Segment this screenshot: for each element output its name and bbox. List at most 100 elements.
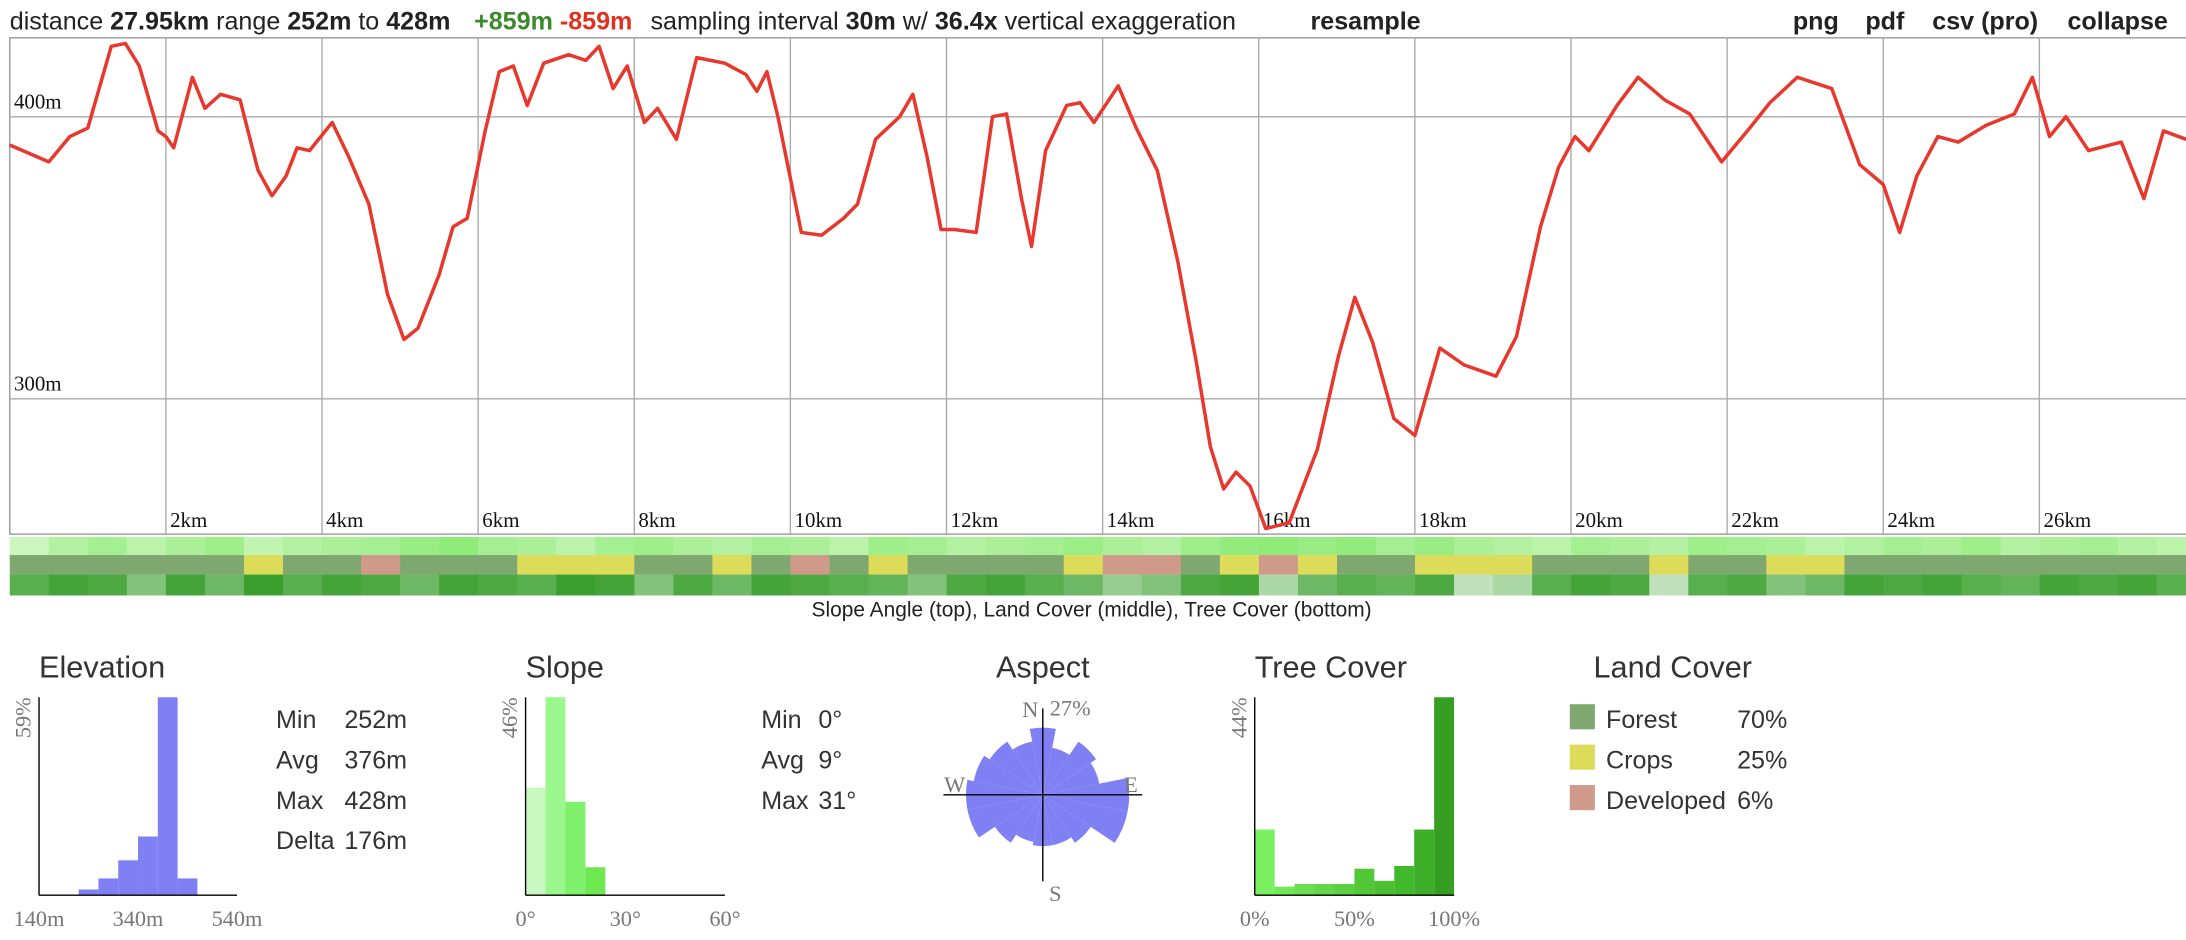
- slope-cell: [322, 536, 362, 556]
- land-cover-cell: [204, 555, 245, 575]
- direction-label: S: [1049, 881, 1061, 906]
- slope-cell: [283, 536, 323, 556]
- land-cover-cell: [9, 555, 50, 575]
- bar: [1254, 829, 1275, 896]
- slope-cell: [1961, 536, 2002, 556]
- slope-cell: [1180, 536, 1221, 556]
- y-tick-label: 46%: [497, 697, 522, 738]
- land-cover-cell: [2156, 555, 2186, 575]
- tree-cover-cell: [1688, 574, 1729, 596]
- tree-cover-cell: [2078, 574, 2119, 596]
- land-cover-cell: [1336, 555, 1377, 575]
- legend-name: Developed: [1606, 787, 1726, 815]
- csv-link[interactable]: csv: [1932, 7, 1974, 35]
- legend-swatch: [1569, 744, 1595, 770]
- label: distance: [10, 7, 103, 35]
- slope-cell: [1805, 536, 1846, 556]
- direction-label: N: [1022, 697, 1038, 722]
- stat-value: 252m: [344, 706, 407, 734]
- slope-cell: [1024, 536, 1065, 556]
- stat-label: Max: [276, 787, 324, 815]
- bar: [1374, 880, 1395, 896]
- land-cover-cell: [946, 555, 987, 575]
- stat-label: Min: [761, 706, 801, 734]
- slope-cell: [1649, 536, 1689, 556]
- slope-cell: [712, 536, 753, 556]
- land-cover-cell: [1415, 555, 1455, 575]
- slope-cell: [1571, 536, 1611, 556]
- x-tick-label: 8km: [638, 508, 675, 532]
- land-cover-cell: [517, 555, 557, 575]
- tree-cover-cell: [1727, 574, 1768, 596]
- land-cover-cell: [556, 555, 596, 575]
- x-tick-label: 100%: [1428, 906, 1480, 931]
- stat-value: 428m: [344, 787, 407, 815]
- land-cover-cell: [673, 555, 714, 575]
- slope-cell: [87, 536, 128, 556]
- slope-cell: [556, 536, 596, 556]
- tree-cover-cell: [204, 574, 245, 596]
- collapse-link[interactable]: collapse: [2067, 7, 2167, 35]
- slope-cell: [204, 536, 245, 556]
- land-cover-cell: [751, 555, 792, 575]
- chart-title: Slope: [526, 651, 604, 685]
- land-cover-cell: [1102, 555, 1143, 575]
- slope-cell: [1102, 536, 1143, 556]
- direction-label: E: [1124, 772, 1138, 797]
- tree-cover-cell: [1805, 574, 1846, 596]
- sector: [973, 755, 1043, 795]
- sector: [967, 794, 1043, 838]
- land-cover-cell: [283, 555, 323, 575]
- land-cover-cell: [2117, 555, 2158, 575]
- tree-cover-cell: [243, 574, 284, 596]
- value: 428m: [386, 7, 450, 35]
- tree-cover-cell: [2156, 574, 2186, 596]
- tree-cover-cell: [1415, 574, 1455, 596]
- tree-cover-cell: [907, 574, 948, 596]
- land-cover-cell: [1649, 555, 1689, 575]
- slope-cell: [673, 536, 714, 556]
- tree-cover-cell: [361, 574, 401, 596]
- slope-cell: [9, 536, 50, 556]
- slope-cell: [48, 536, 89, 556]
- x-tick-label: 18km: [1419, 508, 1467, 532]
- land-cover-cell: [1219, 555, 1260, 575]
- land-cover-cell: [165, 555, 206, 575]
- tree-cover-cell: [1844, 574, 1885, 596]
- x-tick-label: 50%: [1334, 906, 1375, 931]
- x-tick-label: 4km: [326, 508, 363, 532]
- tree-cover-cell: [1961, 574, 2002, 596]
- slope-cell: [1297, 536, 1338, 556]
- pro-link[interactable]: (pro): [1981, 7, 2038, 35]
- label: to: [358, 7, 379, 35]
- tree-cover-cell: [400, 574, 440, 596]
- tree-cover-cell: [790, 574, 831, 596]
- legend-name: Forest: [1606, 706, 1677, 734]
- legend-name: Crops: [1606, 746, 1673, 774]
- land-cover-cell: [907, 555, 948, 575]
- pdf-link[interactable]: pdf: [1865, 7, 1905, 35]
- tree-cover-cell: [1610, 574, 1650, 596]
- stat-label: Min: [276, 706, 316, 734]
- tree-cover-cell: [1493, 574, 1533, 596]
- resample-link[interactable]: resample: [1310, 7, 1420, 35]
- tree-cover-cell: [1649, 574, 1689, 596]
- stat-label: Avg: [761, 746, 804, 774]
- stat-label: Delta: [276, 827, 335, 855]
- value: 252m: [287, 7, 351, 35]
- tree-cover-cell: [1063, 574, 1104, 596]
- slope-cell: [907, 536, 948, 556]
- slope-cell: [2039, 536, 2080, 556]
- slope-cell: [790, 536, 831, 556]
- png-link[interactable]: png: [1793, 7, 1839, 35]
- strip-caption: Slope Angle (top), Land Cover (middle), …: [812, 598, 1372, 621]
- tree-cover-cell: [87, 574, 128, 596]
- legend-share: 6%: [1737, 787, 1773, 815]
- tree-cover-cell: [712, 574, 753, 596]
- x-tick-label: 22km: [1731, 508, 1779, 532]
- loss: -859m: [560, 7, 633, 35]
- tree-cover-cell: [283, 574, 323, 596]
- stat-label: Avg: [276, 746, 319, 774]
- tree-cover-cell: [673, 574, 714, 596]
